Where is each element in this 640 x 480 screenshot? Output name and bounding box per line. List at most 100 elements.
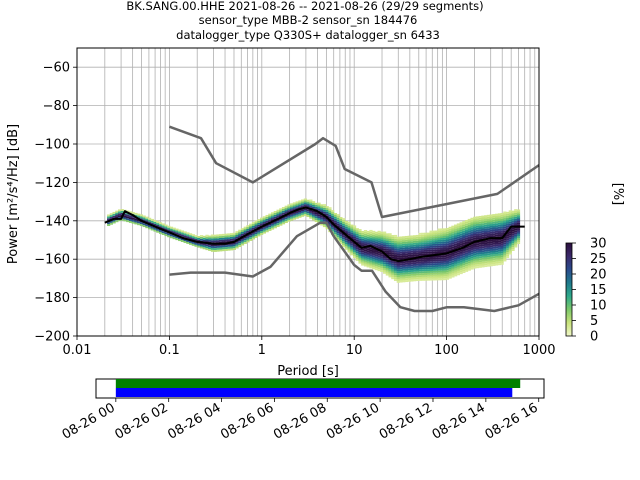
density-cell — [142, 215, 146, 218]
density-cell — [342, 243, 346, 245]
density-cell — [413, 250, 417, 253]
density-cell — [456, 246, 460, 249]
density-cell — [402, 241, 406, 244]
density-cell — [443, 262, 447, 265]
density-cell — [369, 235, 373, 238]
density-cell — [432, 247, 436, 250]
density-cell — [470, 231, 474, 234]
density-cell — [470, 238, 474, 241]
density-cell — [448, 253, 452, 256]
density-cell — [451, 241, 455, 243]
density-cell — [421, 234, 425, 237]
density-cell — [410, 275, 414, 278]
density-cell — [495, 217, 499, 220]
density-cell — [164, 234, 168, 237]
density-cell — [404, 280, 409, 283]
density-cell — [208, 235, 212, 238]
density-cell — [500, 228, 504, 231]
density-cell — [423, 242, 428, 245]
density-cell — [254, 224, 258, 227]
density-cell — [500, 253, 504, 256]
density-cell — [426, 242, 430, 245]
density-cell — [462, 224, 466, 227]
density-cell — [445, 233, 450, 236]
density-cell — [385, 252, 389, 255]
density-cell — [445, 245, 450, 248]
density-cell — [484, 240, 488, 243]
density-cell — [385, 258, 389, 261]
density-cell — [366, 250, 370, 253]
density-cell — [511, 245, 515, 248]
density-cell — [301, 201, 305, 204]
x-tick-label: 1 — [258, 343, 266, 358]
density-cell — [454, 228, 458, 231]
density-cell — [402, 280, 406, 283]
density-cell — [464, 268, 469, 270]
density-cell — [481, 229, 485, 231]
density-cell — [516, 242, 521, 245]
density-cell — [434, 278, 439, 281]
density-cell — [511, 235, 515, 238]
density-cell — [443, 239, 447, 242]
density-cell — [486, 214, 491, 217]
density-cell — [232, 244, 236, 247]
density-cell — [478, 244, 482, 247]
density-cell — [407, 251, 411, 253]
density-cell — [486, 228, 491, 231]
density-cell — [464, 231, 469, 234]
density-cell — [393, 271, 398, 274]
density-cell — [407, 239, 411, 242]
density-cell — [478, 229, 482, 232]
density-cell — [451, 275, 455, 278]
density-cell — [331, 225, 335, 228]
density-cell — [503, 226, 507, 229]
density-cell — [385, 262, 389, 265]
density-cell — [369, 264, 373, 267]
density-cell — [511, 231, 515, 234]
density-cell — [486, 249, 491, 252]
density-cell — [410, 248, 414, 251]
density-cell — [191, 238, 195, 241]
density-cell — [393, 240, 398, 243]
density-cell — [317, 216, 321, 218]
density-cell — [292, 215, 297, 218]
density-cell — [495, 221, 499, 224]
density-cell — [404, 270, 409, 273]
density-cell — [372, 257, 376, 260]
density-cell — [145, 224, 149, 227]
density-cell — [484, 251, 488, 254]
density-cell — [451, 252, 455, 255]
density-cell — [262, 216, 266, 219]
density-cell — [344, 232, 348, 235]
density-cell — [366, 253, 370, 256]
density-cell — [454, 234, 458, 237]
density-cell — [306, 205, 310, 208]
density-cell — [467, 228, 471, 231]
density-cell — [366, 248, 370, 251]
density-cell — [432, 238, 436, 241]
density-cell — [464, 254, 469, 257]
density-cell — [437, 259, 441, 262]
density-cell — [473, 262, 477, 265]
density-cell — [440, 264, 444, 267]
density-cell — [514, 232, 518, 235]
y-tick-label: −120 — [34, 176, 70, 191]
density-cell — [393, 238, 398, 241]
density-cell — [464, 250, 469, 253]
density-cell — [128, 220, 133, 223]
density-cell — [413, 252, 417, 255]
density-cell — [180, 238, 185, 241]
density-cell — [467, 218, 471, 221]
density-cell — [396, 242, 400, 245]
density-cell — [497, 244, 501, 246]
density-cell — [475, 235, 480, 238]
density-cell — [445, 262, 450, 265]
density-cell — [199, 238, 204, 241]
density-cell — [260, 221, 264, 224]
density-cell — [112, 211, 116, 214]
density-cell — [478, 237, 482, 240]
density-cell — [505, 234, 510, 237]
density-cell — [489, 241, 493, 244]
density-cell — [399, 249, 403, 252]
density-cell — [199, 244, 204, 247]
